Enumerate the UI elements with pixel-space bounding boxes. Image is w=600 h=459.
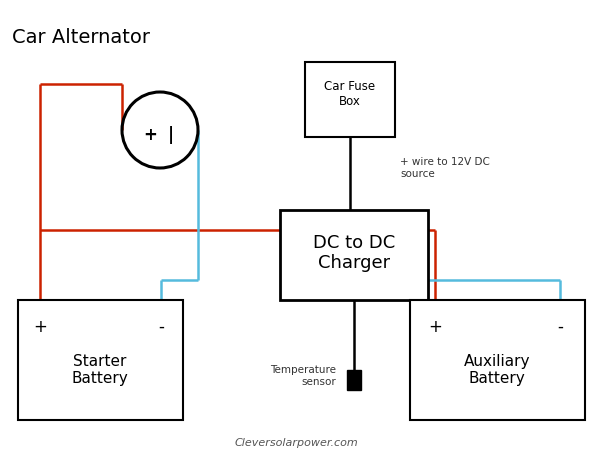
Text: -: - <box>158 318 164 336</box>
Text: Temperature
sensor: Temperature sensor <box>270 365 336 386</box>
Text: Auxiliary
Battery: Auxiliary Battery <box>464 354 530 386</box>
Text: Car Alternator: Car Alternator <box>12 28 150 47</box>
Text: -: - <box>557 318 563 336</box>
Text: DC to DC
Charger: DC to DC Charger <box>313 234 395 272</box>
FancyBboxPatch shape <box>410 300 585 420</box>
Text: Cleversolarpower.com: Cleversolarpower.com <box>235 438 359 448</box>
Text: + wire to 12V DC
source: + wire to 12V DC source <box>400 157 490 179</box>
Text: +: + <box>33 318 47 336</box>
Text: +: + <box>143 126 157 144</box>
FancyBboxPatch shape <box>18 300 183 420</box>
Text: |: | <box>168 126 174 144</box>
FancyBboxPatch shape <box>347 370 361 390</box>
FancyBboxPatch shape <box>280 210 428 300</box>
Text: +: + <box>428 318 442 336</box>
Text: Car Fuse
Box: Car Fuse Box <box>325 80 376 108</box>
FancyBboxPatch shape <box>305 62 395 137</box>
Text: Starter
Battery: Starter Battery <box>71 354 128 386</box>
